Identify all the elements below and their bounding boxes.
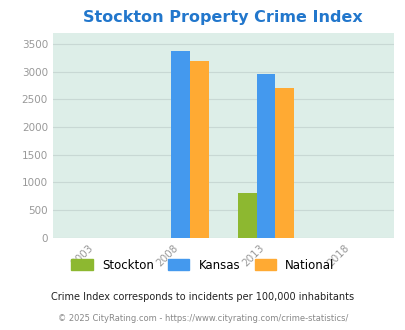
- Text: © 2025 CityRating.com - https://www.cityrating.com/crime-statistics/: © 2025 CityRating.com - https://www.city…: [58, 314, 347, 323]
- Bar: [237, 193, 256, 238]
- Bar: [275, 88, 293, 238]
- Text: Crime Index corresponds to incidents per 100,000 inhabitants: Crime Index corresponds to incidents per…: [51, 292, 354, 302]
- Bar: [190, 61, 208, 238]
- Title: Stockton Property Crime Index: Stockton Property Crime Index: [83, 10, 362, 25]
- Legend: Stockton, Kansas, National: Stockton, Kansas, National: [68, 255, 337, 275]
- Bar: [171, 51, 190, 238]
- Bar: [256, 75, 275, 238]
